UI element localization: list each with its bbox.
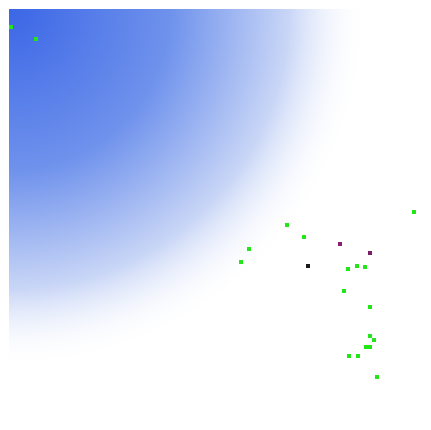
data-point-markers: [9, 25, 416, 379]
data-point-marker[interactable]: [9, 25, 13, 29]
data-point-marker[interactable]: [342, 289, 346, 293]
data-point-marker[interactable]: [285, 223, 289, 227]
pale-patch: [9, 9, 422, 420]
data-point-marker[interactable]: [347, 354, 351, 358]
data-point-marker[interactable]: [34, 37, 38, 41]
data-point-marker[interactable]: [346, 267, 350, 271]
data-point-marker[interactable]: [372, 338, 376, 342]
data-point-marker[interactable]: [368, 345, 372, 349]
data-point-marker[interactable]: [356, 354, 360, 358]
special-point-marker[interactable]: [306, 264, 310, 268]
heatmap-plot[interactable]: [9, 9, 422, 420]
data-point-marker[interactable]: [302, 235, 306, 239]
heatmap-canvas[interactable]: [9, 9, 422, 420]
special-point-marker[interactable]: [368, 251, 372, 255]
data-point-marker[interactable]: [364, 345, 368, 349]
data-point-marker[interactable]: [355, 264, 359, 268]
data-point-marker[interactable]: [368, 305, 372, 309]
special-point-marker[interactable]: [338, 242, 342, 246]
data-point-marker[interactable]: [363, 265, 367, 269]
data-point-marker[interactable]: [375, 375, 379, 379]
data-point-marker[interactable]: [368, 334, 372, 338]
data-point-marker[interactable]: [239, 260, 243, 264]
data-point-marker[interactable]: [247, 247, 251, 251]
data-point-marker[interactable]: [412, 210, 416, 214]
